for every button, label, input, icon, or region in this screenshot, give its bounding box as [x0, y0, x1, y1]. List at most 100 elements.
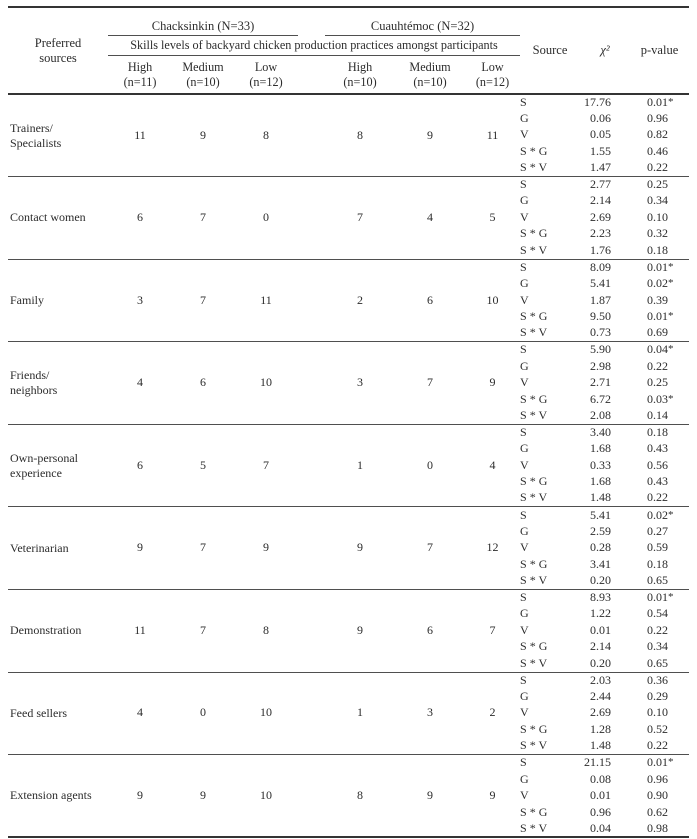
count-cell: 9 [465, 341, 521, 425]
skills-subtitle: Skills levels of backyard chicken produc… [108, 35, 521, 56]
table-row: V 0.28 0.59 [8, 540, 689, 557]
p-value-cell: 0.96 [630, 771, 689, 788]
preferred-source-label: Own-personal experience [8, 423, 108, 507]
chi-square-cell: 0.06 [590, 110, 612, 125]
table-row: G 2.59 0.27 [8, 523, 689, 540]
chi-square-cell: 2.69 [590, 209, 612, 224]
p-value-number: 0.62 [647, 804, 669, 819]
significance-star: * [668, 277, 674, 290]
p-value-number: 0.34 [647, 639, 669, 654]
table-row: G 1.68 0.43 [8, 441, 689, 458]
source-cell: V [520, 622, 529, 637]
group1-title: Chacksinkin (N=33) [108, 7, 299, 36]
count-cell: 0 [172, 671, 234, 755]
count-cell: 10 [465, 258, 521, 342]
source-cell: V [520, 292, 529, 307]
level-n: (n=10) [343, 74, 377, 89]
preferred-source-label: Family [8, 258, 108, 342]
p-value-cell: 0.02* [630, 506, 690, 524]
chi-square-cell: 1.48 [590, 490, 612, 505]
source-cell: S * V [520, 407, 548, 422]
p-value-cell: 0.01* [630, 258, 690, 276]
count-cell: 9 [395, 754, 466, 838]
source-cell: S * G [520, 556, 548, 571]
p-value-cell: 0.54 [630, 606, 689, 623]
source-cell: V [520, 375, 529, 390]
significance-star: * [668, 591, 674, 604]
p-value-number: 0.69 [647, 325, 669, 340]
p-value-number: 0.01 [647, 259, 669, 274]
count-cell: 10 [234, 341, 299, 425]
chi-square-cell: 1.55 [590, 143, 612, 158]
p-value-number: 0.18 [647, 242, 669, 257]
p-value-cell: 0.32 [630, 226, 689, 243]
count-cell: 3 [325, 341, 396, 425]
column-gap [298, 56, 325, 95]
chi-square-cell: 5.41 [590, 276, 612, 291]
count-cell: 9 [325, 506, 396, 590]
p-value-cell: 0.18 [630, 423, 690, 441]
source-cell: V [520, 540, 529, 555]
level-label: High [347, 60, 373, 75]
chi-square-cell: 2.08 [590, 407, 612, 422]
source-cell: S * V [520, 242, 548, 257]
chi-square-cell: 0.05 [590, 127, 612, 142]
source-cell: S * V [520, 490, 548, 505]
table-row: S * V 0.20 0.65 [8, 656, 689, 673]
source-cell: V [520, 788, 529, 803]
group1-high-header: High (n=11) [108, 56, 172, 95]
column-gap [298, 506, 326, 590]
p-value-number: 0.98 [647, 820, 669, 835]
source-cell: G [520, 358, 529, 373]
p-value-number: 0.22 [647, 160, 669, 175]
p-value-number: 0.34 [647, 193, 669, 208]
p-value-number: 0.25 [647, 375, 669, 390]
count-cell: 8 [325, 93, 396, 177]
count-cell: 8 [234, 93, 299, 177]
source-cell: V [520, 209, 529, 224]
source-cell: S [520, 176, 581, 194]
count-cell: 1 [325, 671, 396, 755]
source-cell: S * G [520, 391, 548, 406]
table-row: G 5.41 0.02* [8, 276, 689, 293]
p-value-number: 0.14 [647, 407, 669, 422]
p-value-number: 0.01 [647, 755, 669, 770]
level-n: (n=12) [249, 74, 283, 89]
chi-square-cell: 1.68 [590, 474, 612, 489]
source-cell: S * G [520, 474, 548, 489]
source-cell: S * G [520, 721, 548, 736]
count-cell: 4 [395, 176, 466, 260]
source-cell: S * G [520, 226, 548, 241]
p-value-number: 0.01 [647, 94, 669, 109]
header-row-skills: Skills levels of backyard chicken produc… [8, 35, 689, 56]
source-cell: G [520, 193, 529, 208]
group1-medium-header: Medium (n=10) [172, 56, 234, 95]
p-value-number: 0.29 [647, 688, 669, 703]
significance-star: * [668, 343, 674, 356]
count-cell: 9 [395, 93, 466, 177]
table-row: V 1.87 0.39 [8, 292, 689, 309]
table-row: Friends/ neighbors 4 6 10 3 7 9 S 5.90 0.04* [8, 341, 690, 425]
table-row: G 1.22 0.54 [8, 606, 689, 623]
chi-square-cell: 9.50 [590, 309, 612, 324]
source-cell: S [520, 754, 581, 772]
p-value-cell: 0.22 [630, 490, 689, 507]
count-cell: 12 [465, 506, 521, 590]
p-value-cell: 0.43 [630, 441, 689, 458]
count-cell: 10 [234, 754, 299, 838]
p-value-number: 0.43 [647, 474, 669, 489]
source-cell: S * G [520, 143, 548, 158]
table-row: S * G 2.23 0.32 [8, 226, 689, 243]
column-gap [298, 176, 326, 260]
p-value-cell: 0.43 [630, 474, 689, 491]
chi-square-cell: 8.09 [580, 258, 631, 276]
count-cell: 4 [108, 341, 172, 425]
source-cell: S * G [520, 804, 548, 819]
source-cell: S [520, 341, 581, 359]
p-value-number: 0.39 [647, 292, 669, 307]
column-gap [298, 588, 326, 673]
column-gap [298, 258, 326, 342]
p-value-number: 0.10 [647, 705, 669, 720]
p-value-cell: 0.96 [630, 111, 689, 128]
p-value-number: 0.02 [647, 276, 669, 291]
